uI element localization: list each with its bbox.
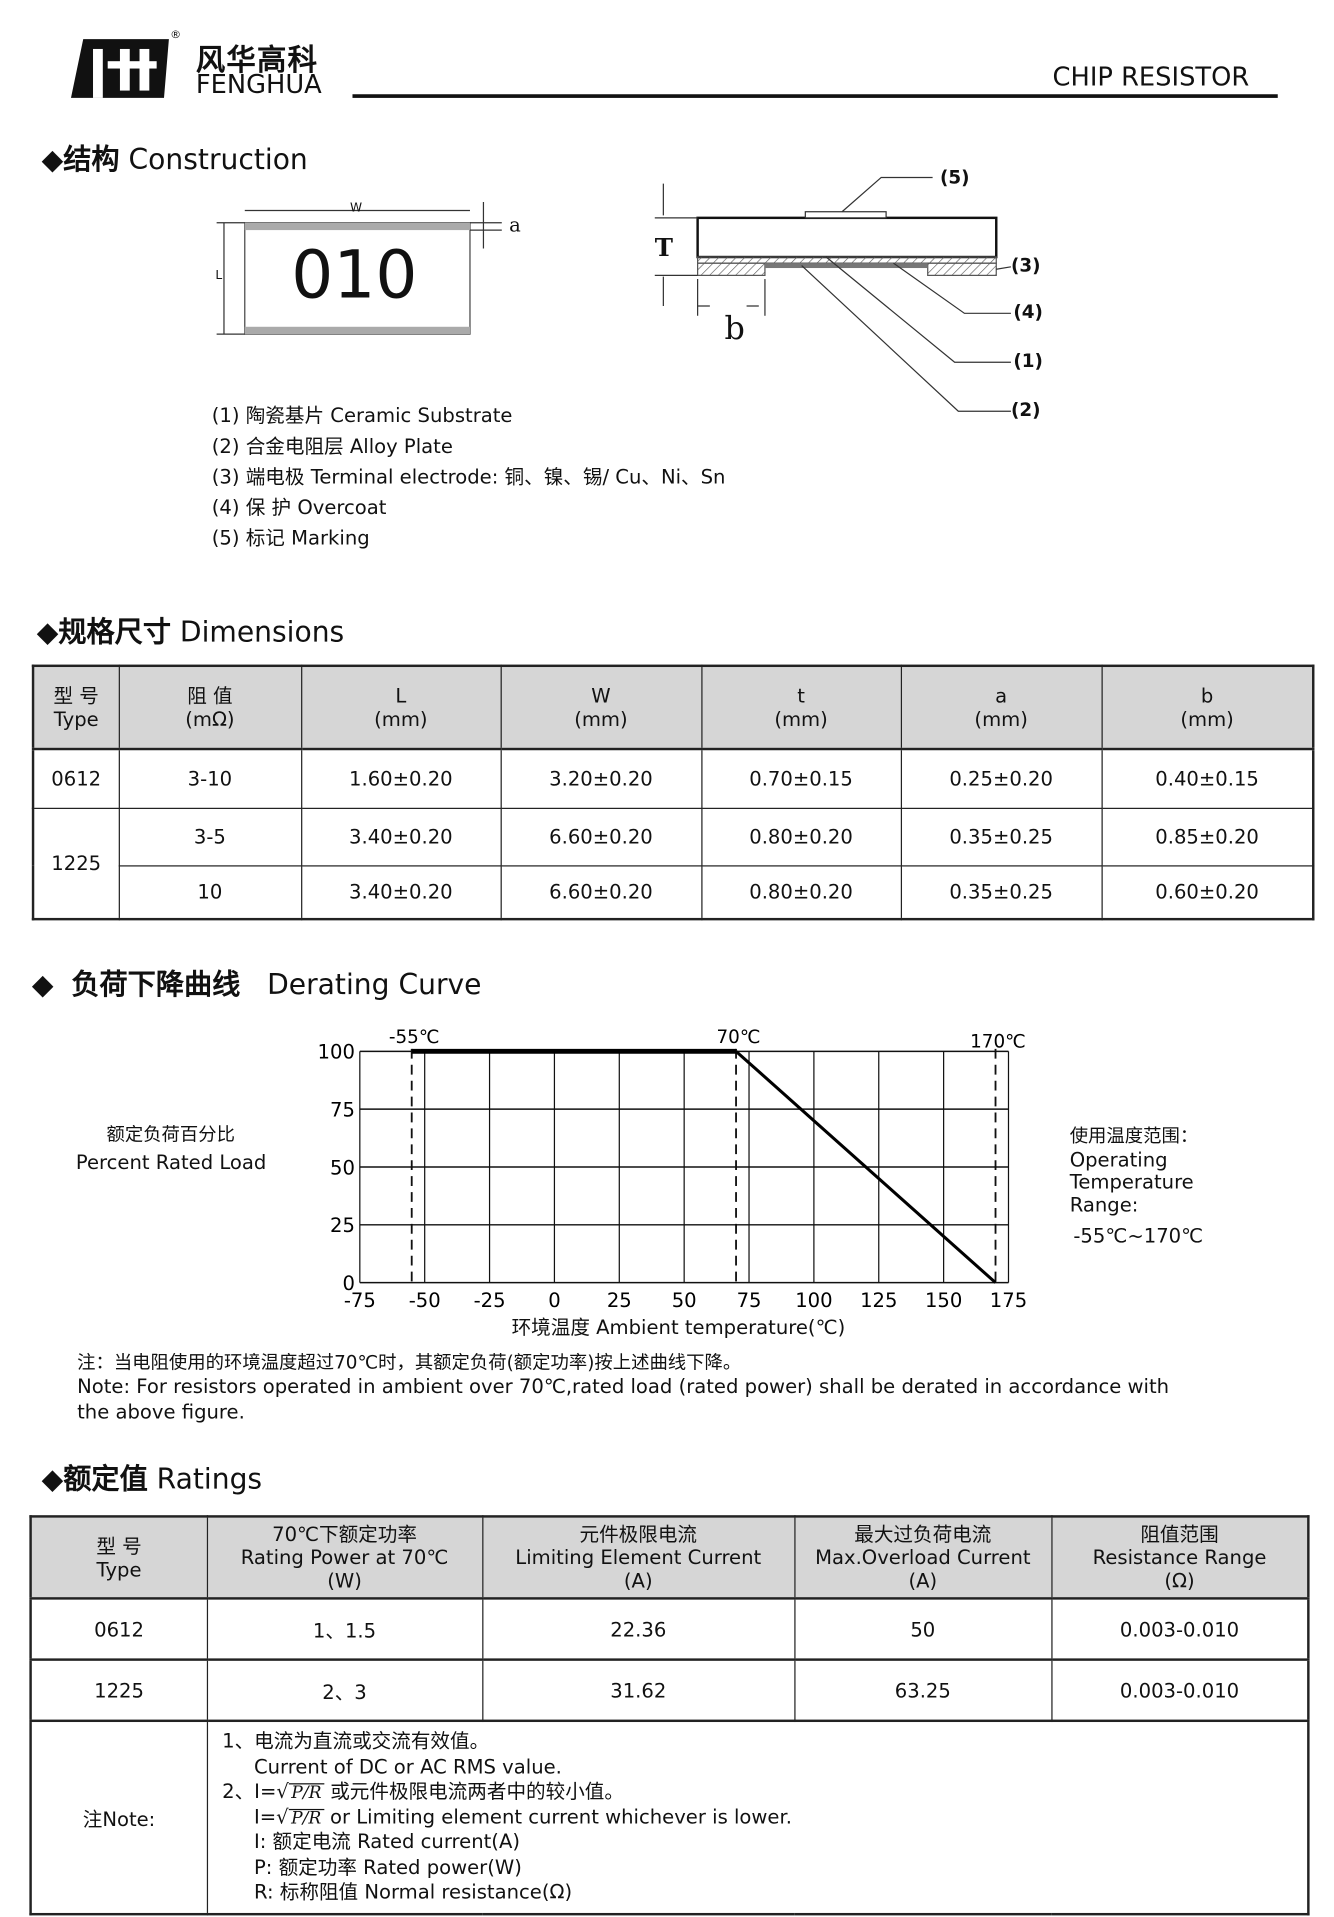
cross-section-diagram	[654, 176, 1012, 412]
legend-item: (3) 端电极 Terminal electrode: 铜、镍、锡/ Cu、Ni…	[211, 465, 726, 489]
sqrt-formula: P/R	[288, 1808, 324, 1828]
temperature-marker-label: -55℃	[389, 1027, 440, 1048]
legend-item: (4) 保 护 Overcoat	[211, 495, 387, 519]
derating-chart: -75 -50 -25 0 25 50 75 100 125 150 175 0 25 50 75 100 -5…	[318, 1027, 1028, 1312]
legend-item: (5) 标记 Marking	[211, 526, 370, 550]
x-tick-label: -50	[409, 1289, 441, 1312]
derating-note-en: Note: For resistors operated in ambient …	[77, 1374, 1170, 1398]
header-resistance: 阻 值 (mΩ)	[118, 665, 302, 751]
y-tick-label: 25	[330, 1214, 355, 1237]
brand-name-en: FENGHUA	[195, 69, 322, 100]
x-tick-label: 100	[795, 1289, 832, 1312]
table-row: 1225 2、3 31.62 63.25 0.003-0.010	[29, 1658, 1309, 1722]
document-title: CHIP RESISTOR	[1052, 62, 1250, 92]
header-b: b (mm)	[1100, 665, 1314, 751]
table-row: 0612 1、1.5 22.36 50 0.003-0.010	[29, 1597, 1309, 1661]
x-axis-label: 环境温度 Ambient temperature(℃)	[511, 1315, 846, 1339]
callout-2: (2)	[1010, 398, 1041, 422]
dim-label-w: W	[350, 201, 363, 216]
derating-curve-slope	[735, 1050, 997, 1284]
header-a: a (mm)	[900, 665, 1103, 751]
top-view-diagram	[216, 201, 502, 335]
y-axis-label-en: Percent Rated Load	[75, 1150, 267, 1174]
derating-note-cn: 注：当电阻使用的环境温度超过70℃时，其额定负荷(额定功率)按上述曲线下降。	[77, 1351, 742, 1374]
brand-name-cn: 风华高科	[195, 42, 319, 78]
temperature-marker-label: 70℃	[717, 1027, 761, 1048]
header-t: t (mm)	[700, 665, 902, 751]
note-label: 注Note:	[29, 1719, 208, 1915]
dimensions-heading: ◆规格尺寸 Dimensions	[36, 616, 345, 649]
callout-4: (4)	[1013, 301, 1043, 324]
table-header-row: 型 号 Type 阻 值 (mΩ) L (mm) W (mm) t (mm) a (mm) …	[32, 665, 1314, 751]
ratings-table: 型 号 Type 70℃下额定功率 Rating Power at 70℃ (W) 元…	[29, 1515, 1310, 1915]
range-value: -55℃~170℃	[1073, 1223, 1204, 1248]
callout-5: (5)	[939, 166, 970, 189]
dim-label-b: b	[724, 310, 745, 348]
x-tick-label: -75	[344, 1289, 376, 1312]
x-tick-label: 75	[737, 1289, 762, 1312]
legend-item: (2) 合金电阻层 Alloy Plate	[211, 434, 453, 458]
range-label-cn: 使用温度范围：	[1069, 1124, 1199, 1147]
dim-label-t: T	[654, 232, 674, 262]
header-limit-current: 元件极限电流 Limiting Element Current (A)	[481, 1515, 795, 1600]
sqrt-formula: P/R	[288, 1783, 324, 1803]
temperature-marker-label: 170℃	[970, 1032, 1026, 1053]
y-tick-label: 75	[330, 1099, 355, 1122]
header-resistance-range: 阻值范围 Resistance Range (Ω)	[1050, 1515, 1309, 1600]
table-row: 10 3.40±0.20 6.60±0.20 0.80±0.20 0.35±0.25 0.…	[33, 864, 1314, 920]
notes-row: 注Note: 1、电流为直流或交流有效值。 Current of DC or A…	[29, 1719, 1309, 1915]
header-overload-current: 最大过负荷电流 Max.Overload Current (A)	[793, 1515, 1052, 1600]
dim-label-l: L	[215, 269, 223, 283]
x-tick-label: 0	[548, 1289, 560, 1312]
header-rule	[352, 94, 1278, 98]
ratings-heading: ◆额定值 Ratings	[41, 1463, 263, 1496]
construction-heading: ◆结构 Construction	[41, 144, 308, 177]
x-tick-label: 25	[607, 1289, 632, 1312]
table-header-row: 型 号 Type 70℃下额定功率 Rating Power at 70℃ (W) 元…	[29, 1515, 1309, 1600]
y-tick-label: 100	[318, 1041, 355, 1064]
header-l: L (mm)	[300, 665, 502, 751]
fenghua-logo	[70, 39, 169, 98]
x-tick-label: 175	[990, 1289, 1027, 1312]
derating-heading: ◆ 负荷下降曲线 Derating Curve	[31, 969, 482, 1002]
dimensions-table: 型 号 Type 阻 值 (mΩ) L (mm) W (mm) t (mm) a (mm) …	[31, 664, 1315, 921]
marking-text: 010	[291, 236, 418, 314]
x-tick-label: 150	[925, 1289, 962, 1312]
notes-content: 1、电流为直流或交流有效值。 Current of DC or AC RMS v…	[206, 1719, 1309, 1915]
derating-note-en: the above figure.	[77, 1400, 245, 1424]
header-type: 型 号 Type	[29, 1515, 208, 1600]
legend-item: (1) 陶瓷基片 Ceramic Substrate	[211, 403, 513, 428]
header-power: 70℃下额定功率 Rating Power at 70℃ (W)	[206, 1515, 483, 1600]
x-tick-label: 50	[672, 1289, 697, 1312]
registered-mark: ®	[170, 29, 182, 42]
y-axis-label-cn: 额定负荷百分比	[106, 1123, 236, 1146]
range-label-en: Operating	[1069, 1148, 1168, 1172]
x-tick-label: 125	[860, 1289, 897, 1312]
table-row: 1225 3-5 3.40±0.20 6.60±0.20 0.80±0.20 0.35±0…	[32, 807, 1314, 920]
header-type: 型 号 Type	[32, 665, 120, 751]
callout-1: (1)	[1013, 350, 1043, 373]
range-label-en: Temperature	[1069, 1170, 1194, 1194]
y-tick-label: 0	[342, 1272, 354, 1295]
range-label-en: Range:	[1069, 1193, 1139, 1217]
table-row: 0612 3-10 1.60±0.20 3.20±0.20 0.70±0.15 0.25±…	[32, 748, 1314, 809]
callout-3: (3)	[1010, 254, 1041, 277]
y-tick-label: 50	[330, 1156, 355, 1179]
x-tick-label: -25	[474, 1289, 506, 1312]
dim-label-a: a	[509, 212, 521, 237]
header-w: W (mm)	[499, 665, 702, 751]
